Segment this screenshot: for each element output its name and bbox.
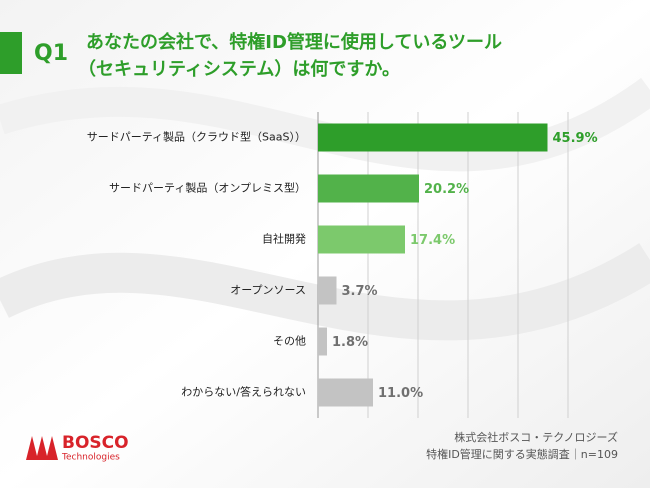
chart-title: あなたの会社で、特権ID管理に使用しているツール — [86, 31, 502, 53]
source: 特権ID管理に関する実態調査｜n=109 — [426, 447, 618, 461]
bar — [318, 174, 419, 203]
category-label: 自社開発 — [262, 232, 306, 246]
value-label: 17.4% — [410, 233, 455, 248]
bar — [318, 378, 373, 407]
title-accent — [0, 32, 22, 74]
logo: BOSCO Technologies — [26, 433, 129, 463]
plot-area: サードパーティ製品（クラウド型（SaaS）） 45.9% サードパーティ製品（オンプ… — [87, 112, 598, 418]
bar — [318, 327, 327, 356]
category-label: その他 — [273, 335, 306, 348]
category-label: サードパーティ製品（オンプレミス型） — [109, 181, 306, 195]
value-label: 11.0% — [378, 386, 423, 401]
source: 株式会社ボスコ・テクノロジーズ — [454, 430, 618, 444]
background-wave — [0, 243, 650, 341]
category-label: わからない/答えられない — [181, 385, 306, 399]
value-label: 45.9% — [553, 131, 598, 146]
bar — [318, 123, 548, 152]
logo-icon — [26, 436, 58, 460]
bar — [318, 225, 405, 254]
value-label: 20.2% — [424, 182, 469, 197]
logo-subtitle: Technologies — [61, 453, 120, 463]
category-label: サードパーティ製品（クラウド型（SaaS）） — [87, 130, 306, 144]
chart-title: （セキュリティシステム）は何ですか。 — [78, 58, 400, 80]
logo-name: BOSCO — [62, 433, 129, 453]
value-label: 1.8% — [332, 335, 368, 350]
bar — [318, 276, 337, 305]
category-label: オープンソース — [230, 284, 306, 297]
question-label: Q1 — [34, 41, 68, 66]
value-label: 3.7% — [342, 284, 378, 299]
